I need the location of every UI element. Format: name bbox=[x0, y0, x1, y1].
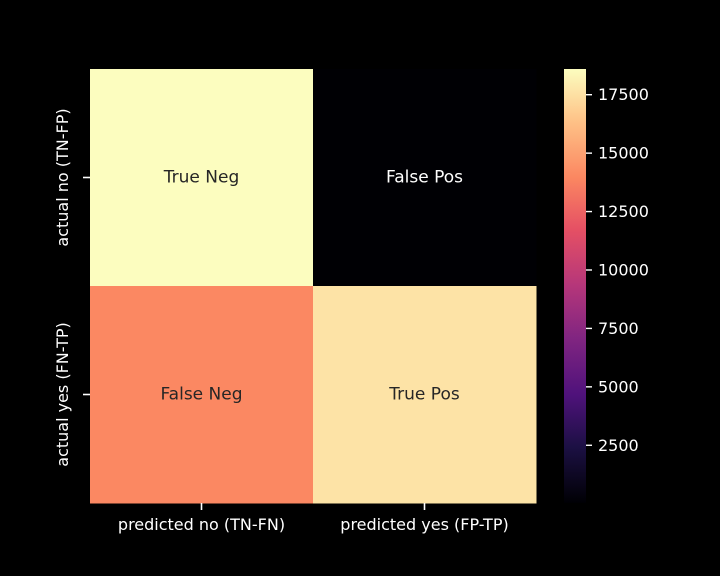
x-tick-label: predicted no (TN-FN) bbox=[118, 515, 285, 534]
cell-annotation: True Pos bbox=[388, 385, 460, 405]
colorbar-tick-label: 15000 bbox=[598, 144, 649, 163]
heatmap-cell bbox=[90, 69, 314, 287]
colorbar-tick-label: 5000 bbox=[598, 377, 639, 396]
colorbar-tick-label: 12500 bbox=[598, 202, 649, 221]
cell-annotation: False Neg bbox=[160, 385, 242, 405]
colorbar-tick-label: 2500 bbox=[598, 436, 639, 455]
x-axis: predicted no (TN-FN) predicted yes (FP-TP… bbox=[118, 503, 509, 534]
colorbar-tick-label: 17500 bbox=[598, 85, 649, 104]
heatmap-cell bbox=[313, 286, 537, 504]
y-tick-label: actual no (TN-FP) bbox=[53, 108, 72, 246]
colorbar: 2500 5000 7500 10000 12500 15000 17500 bbox=[564, 69, 649, 503]
cell-annotations: True Neg False Pos False Neg True Pos bbox=[160, 168, 463, 405]
colorbar-tick-label: 10000 bbox=[598, 260, 649, 279]
x-tick-label: predicted yes (FP-TP) bbox=[340, 515, 508, 534]
colorbar-ticks: 2500 5000 7500 10000 12500 15000 17500 bbox=[586, 85, 649, 455]
cell-annotation: False Pos bbox=[386, 168, 463, 188]
colorbar-gradient bbox=[564, 69, 586, 503]
heatmap-cell bbox=[90, 286, 314, 504]
cell-annotation: True Neg bbox=[163, 168, 239, 188]
y-tick-label: actual yes (FN-TP) bbox=[53, 322, 72, 466]
heatmap-cell bbox=[313, 69, 537, 287]
heatmap-cells bbox=[90, 69, 537, 504]
colorbar-tick-label: 7500 bbox=[598, 319, 639, 338]
y-axis: actual no (TN-FP) actual yes (FN-TP) bbox=[53, 108, 90, 467]
